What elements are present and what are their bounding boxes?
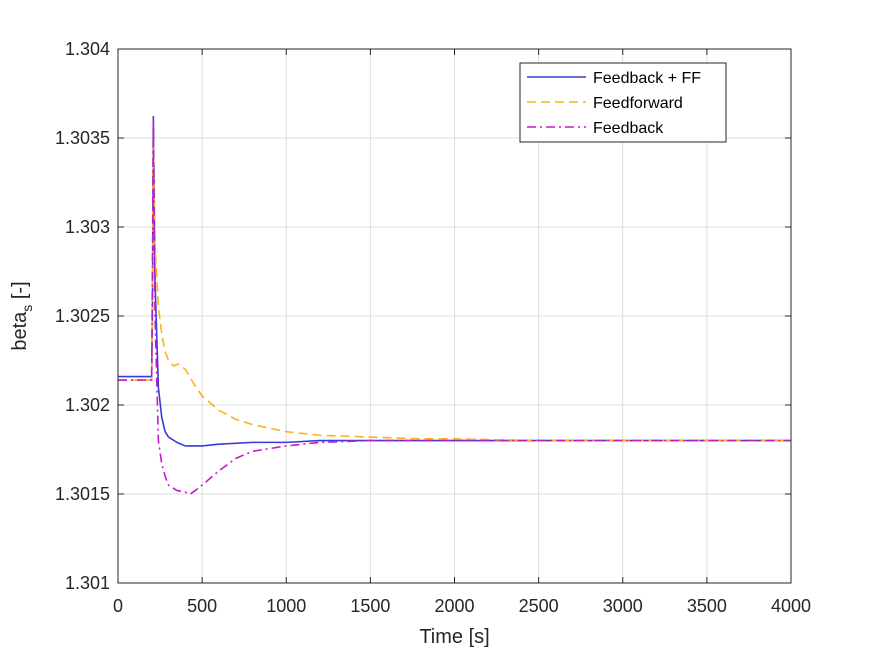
x-axis: 0 500 1000 1500 2000 2500 3000 3500 4000 [113, 49, 811, 616]
y-tick-label: 1.301 [65, 573, 110, 593]
y-tick-label: 1.3025 [55, 306, 110, 326]
x-tick-label: 4000 [771, 596, 811, 616]
y-tick-label: 1.303 [65, 217, 110, 237]
legend-label-2: Feedforward [593, 95, 683, 112]
x-tick-label: 2000 [434, 596, 474, 616]
y-tick-label: 1.3015 [55, 484, 110, 504]
x-axis-label: Time [s] [419, 626, 489, 648]
x-tick-label: 500 [187, 596, 217, 616]
y-axis: 1.301 1.3015 1.302 1.3025 1.303 1.3035 1.304 [55, 39, 791, 593]
series-line-3 [118, 119, 791, 495]
y-axis-label-subscript: s [19, 305, 35, 312]
y-axis-label-main: beta [9, 311, 31, 351]
y-tick-label: 1.304 [65, 39, 110, 59]
y-tick-label: 1.3035 [55, 128, 110, 148]
x-tick-label: 2500 [519, 596, 559, 616]
legend-box [519, 62, 727, 143]
legend-label-3: Feedback [593, 120, 664, 137]
series-group [118, 115, 791, 495]
x-tick-label: 1500 [350, 596, 390, 616]
x-tick-label: 1000 [266, 596, 306, 616]
x-tick-label: 3000 [603, 596, 643, 616]
legend: Feedback + FF Feedforward Feedback [519, 62, 727, 143]
y-tick-label: 1.302 [65, 395, 110, 415]
legend-label-1: Feedback + FF [593, 70, 701, 87]
y-axis-label: betas [-] [9, 281, 35, 350]
y-axis-label-unit: [-] [9, 281, 31, 304]
x-tick-label: 3500 [687, 596, 727, 616]
x-tick-label: 0 [113, 596, 123, 616]
